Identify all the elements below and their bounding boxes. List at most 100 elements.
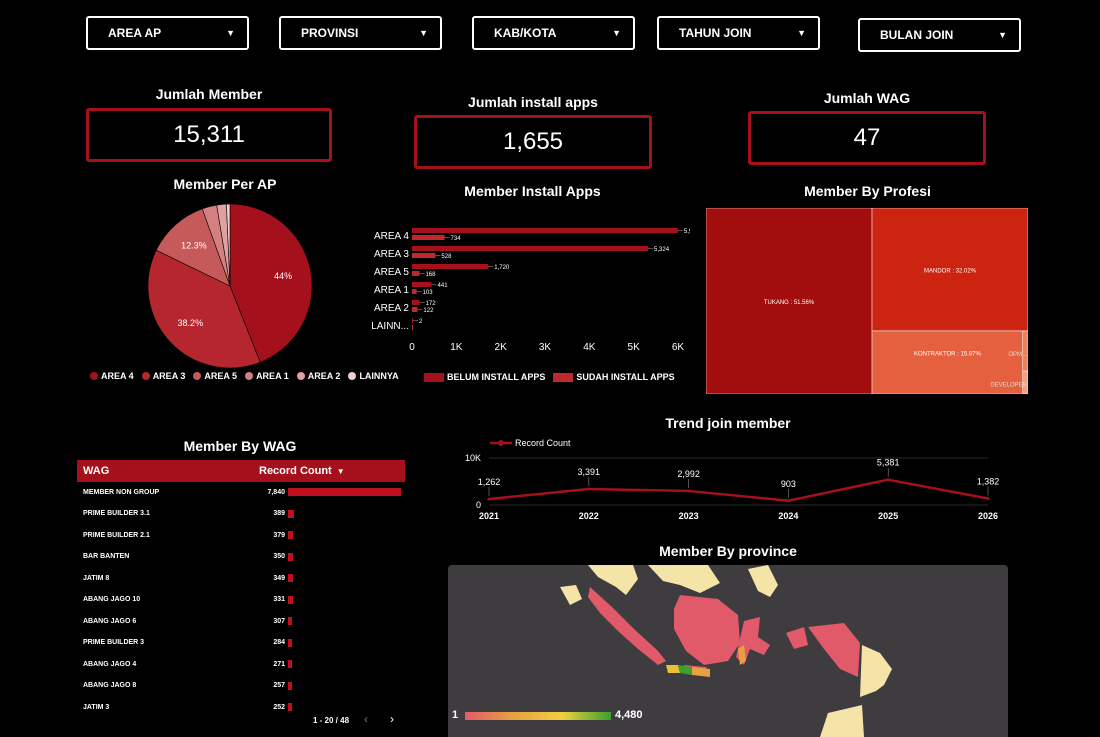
wag-count-bar xyxy=(288,660,292,668)
bar-category-label: AREA 2 xyxy=(374,303,409,314)
filter-bulan-join[interactable]: BULAN JOIN ▼ xyxy=(858,18,1021,52)
legend-item: LAINNYA xyxy=(348,371,399,381)
prev-page-icon[interactable]: ‹ xyxy=(364,712,368,726)
treemap-tile xyxy=(706,208,873,394)
province-map[interactable]: 1 4,480 xyxy=(448,565,1008,737)
pie-slice-label: 12.3% xyxy=(181,241,207,251)
line-point xyxy=(487,497,491,501)
bar-category-label: AREA 3 xyxy=(374,249,409,260)
wag-title: Member By WAG xyxy=(183,438,297,454)
map-gradient-bar xyxy=(465,712,611,720)
wag-count: 350 xyxy=(273,553,285,560)
treemap-chart: TUKANG : 51.56% MANDOR : 32.02% KONTRAKTOR… xyxy=(706,208,1028,394)
wag-name: JATIM 3 xyxy=(83,703,110,711)
wag-count: 257 xyxy=(273,682,285,689)
line-title: Trend join member xyxy=(665,415,791,431)
next-page-icon[interactable]: › xyxy=(390,712,394,726)
table-row[interactable]: JATIM 3 252 xyxy=(83,697,401,717)
treemap-tile xyxy=(871,208,1028,332)
filter-provinsi[interactable]: PROVINSI ▼ xyxy=(279,16,442,50)
table-row[interactable]: ABANG JAGO 8 257 xyxy=(83,676,401,696)
wag-table-header: WAG Record Count ▼ xyxy=(77,460,405,482)
table-row[interactable]: BAR BANTEN 350 xyxy=(83,547,401,567)
x-axis-tick: 2026 xyxy=(978,511,998,521)
legend-item: AREA 3 xyxy=(141,371,185,381)
filter-label: KAB/KOTA xyxy=(494,26,557,40)
table-row[interactable]: ABANG JAGO 10 331 xyxy=(83,590,401,610)
caret-down-icon: ▼ xyxy=(419,28,428,38)
pie-legend: AREA 4 AREA 3 AREA 5 AREA 1 AREA 2 LAINNYA xyxy=(90,371,399,381)
table-row[interactable]: ABANG JAGO 4 271 xyxy=(83,654,401,674)
line-point-label: 5,381 xyxy=(877,458,900,468)
legend-swatch xyxy=(424,372,444,382)
bar xyxy=(412,235,445,240)
map-scale-min: 1 xyxy=(452,709,459,721)
pie-title: Member Per AP xyxy=(173,176,277,192)
filter-label: AREA AP xyxy=(108,26,162,40)
line-point xyxy=(687,489,691,493)
wag-count: 7,840 xyxy=(267,488,285,496)
pagination-label: 1 - 20 / 48 xyxy=(313,716,350,725)
bar xyxy=(412,228,678,233)
bar-axis-tick: 0 xyxy=(409,342,415,353)
bar-axis-tick: 4K xyxy=(583,342,596,353)
line-point-label: 903 xyxy=(781,479,796,489)
bar xyxy=(412,264,489,269)
legend-item: BELUM INSTALL APPS xyxy=(424,372,545,382)
bar-title: Member Install Apps xyxy=(464,183,601,199)
legend-swatch xyxy=(553,372,574,382)
bar xyxy=(412,325,413,330)
wag-count: 307 xyxy=(273,617,285,625)
wag-col-header[interactable]: WAG xyxy=(83,465,110,477)
bar xyxy=(412,289,417,294)
filter-area-ap[interactable]: AREA AP ▼ xyxy=(86,16,249,50)
legend-dot xyxy=(245,372,254,380)
table-row[interactable]: PRIME BUILDER 3 284 xyxy=(83,633,401,653)
bar-category-label: AREA 4 xyxy=(374,231,409,242)
kpi-title-wag: Jumlah WAG xyxy=(823,90,911,106)
record-count-col-header[interactable]: Record Count xyxy=(259,465,332,477)
map-shapes xyxy=(560,565,892,737)
table-row[interactable]: ABANG JAGO 6 307 xyxy=(83,611,401,631)
wag-name: JATIM 8 xyxy=(83,574,110,582)
table-row[interactable]: PRIME BUILDER 3.1 389 xyxy=(83,504,401,524)
caret-down-icon: ▼ xyxy=(226,28,235,38)
pie-slice-label: 38.2% xyxy=(178,318,204,328)
treemap-label: OPM... xyxy=(1008,352,1027,358)
treemap-tile xyxy=(1022,330,1028,372)
wag-count-bar xyxy=(288,638,293,647)
bar-value-label: 103 xyxy=(423,290,434,296)
sort-desc-icon[interactable]: ▼ xyxy=(336,466,345,476)
neighbor-landmass xyxy=(560,565,892,737)
legend-label: SUDAH INSTALL APPS xyxy=(576,372,675,382)
wag-name: ABANG JAGO 6 xyxy=(83,617,137,625)
legend-label: AREA 5 xyxy=(204,371,238,381)
pie-slice xyxy=(147,249,261,369)
filter-label: TAHUN JOIN xyxy=(679,26,752,40)
x-axis-tick: 2023 xyxy=(679,511,699,521)
filter-kab-kota[interactable]: KAB/KOTA ▼ xyxy=(472,16,635,50)
line-point-label: 1,262 xyxy=(478,477,501,487)
line-point xyxy=(587,487,591,491)
legend-dot xyxy=(193,372,202,380)
table-row[interactable]: MEMBER NON GROUP 7,840 xyxy=(83,482,401,502)
bar-chart: AREA 4 5,997 734 AREA 3 5,324 528 AREA 5 1,720 1… xyxy=(371,228,690,353)
x-axis-tick: 2022 xyxy=(579,511,599,521)
filter-tahun-join[interactable]: TAHUN JOIN ▼ xyxy=(657,16,820,50)
bar-axis-tick: 6K xyxy=(672,342,685,353)
bar xyxy=(412,246,649,251)
x-axis-tick: 2024 xyxy=(778,511,798,521)
line-series xyxy=(488,478,989,503)
wag-name: PRIME BUILDER 2.1 xyxy=(83,531,150,539)
wag-name: BAR BANTEN xyxy=(83,553,130,560)
wag-count-bar xyxy=(288,552,294,561)
table-row[interactable]: PRIME BUILDER 2.1 379 xyxy=(83,525,401,545)
treemap-tile xyxy=(871,330,1024,394)
filter-label: PROVINSI xyxy=(301,26,359,40)
table-row[interactable]: JATIM 8 349 xyxy=(83,568,401,588)
wag-count-bar xyxy=(288,681,292,690)
kpi-title-member: Jumlah Member xyxy=(155,86,263,102)
caret-down-icon: ▼ xyxy=(612,28,621,38)
wag-name: PRIME BUILDER 3 xyxy=(83,639,145,646)
indonesia-provinces xyxy=(588,587,860,677)
